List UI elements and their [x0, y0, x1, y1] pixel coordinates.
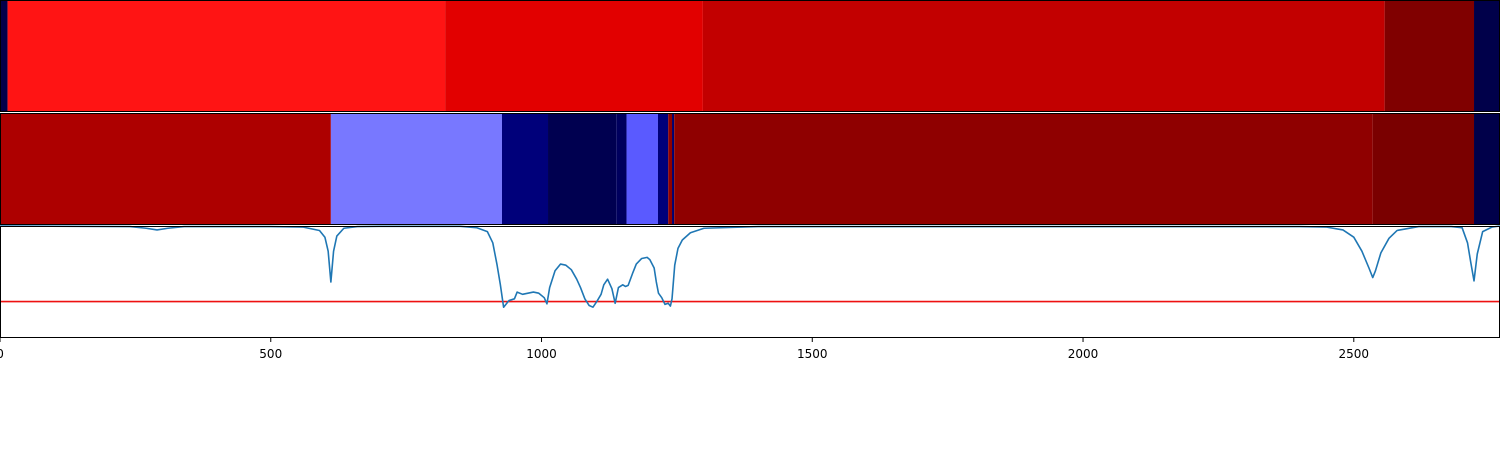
x-tick-label-2500: 2500	[1339, 347, 1370, 361]
middle-band-segment-9	[674, 113, 1373, 225]
middle-heatmap-band	[0, 113, 1500, 225]
middle-band-segment-3	[548, 113, 617, 225]
top-band-segment-1	[7, 0, 446, 112]
x-tick-label-1000: 1000	[526, 347, 557, 361]
x-tick-label-0: 0	[0, 347, 4, 361]
x-tick-label-2000: 2000	[1068, 347, 1099, 361]
middle-band-segment-1	[330, 113, 502, 225]
top-heatmap-band	[0, 0, 1500, 112]
middle-band-segment-8	[672, 113, 675, 225]
middle-band-segment-10	[1372, 113, 1474, 225]
x-tick-label-1500: 1500	[797, 347, 828, 361]
middle-band-segment-0	[0, 113, 331, 225]
line-panel-background	[0, 226, 1500, 338]
line-plot-panel	[0, 225, 1500, 338]
middle-band-segment-7	[668, 113, 673, 225]
top-band-segment-3	[702, 0, 1385, 112]
top-band-segment-2	[445, 0, 703, 112]
middle-band-segment-11	[1474, 113, 1500, 225]
top-band-segment-5	[1474, 0, 1500, 112]
x-tick-label-500: 500	[259, 347, 282, 361]
top-band-segment-4	[1384, 0, 1475, 112]
top-band-segment-0	[0, 0, 8, 112]
middle-band-segment-6	[657, 113, 669, 225]
middle-band-segment-5	[626, 113, 658, 225]
middle-band-segment-2	[501, 113, 549, 225]
x-axis: 0 500 1000 1500 2000 2500	[0, 338, 1369, 361]
middle-band-segment-4	[616, 113, 627, 225]
